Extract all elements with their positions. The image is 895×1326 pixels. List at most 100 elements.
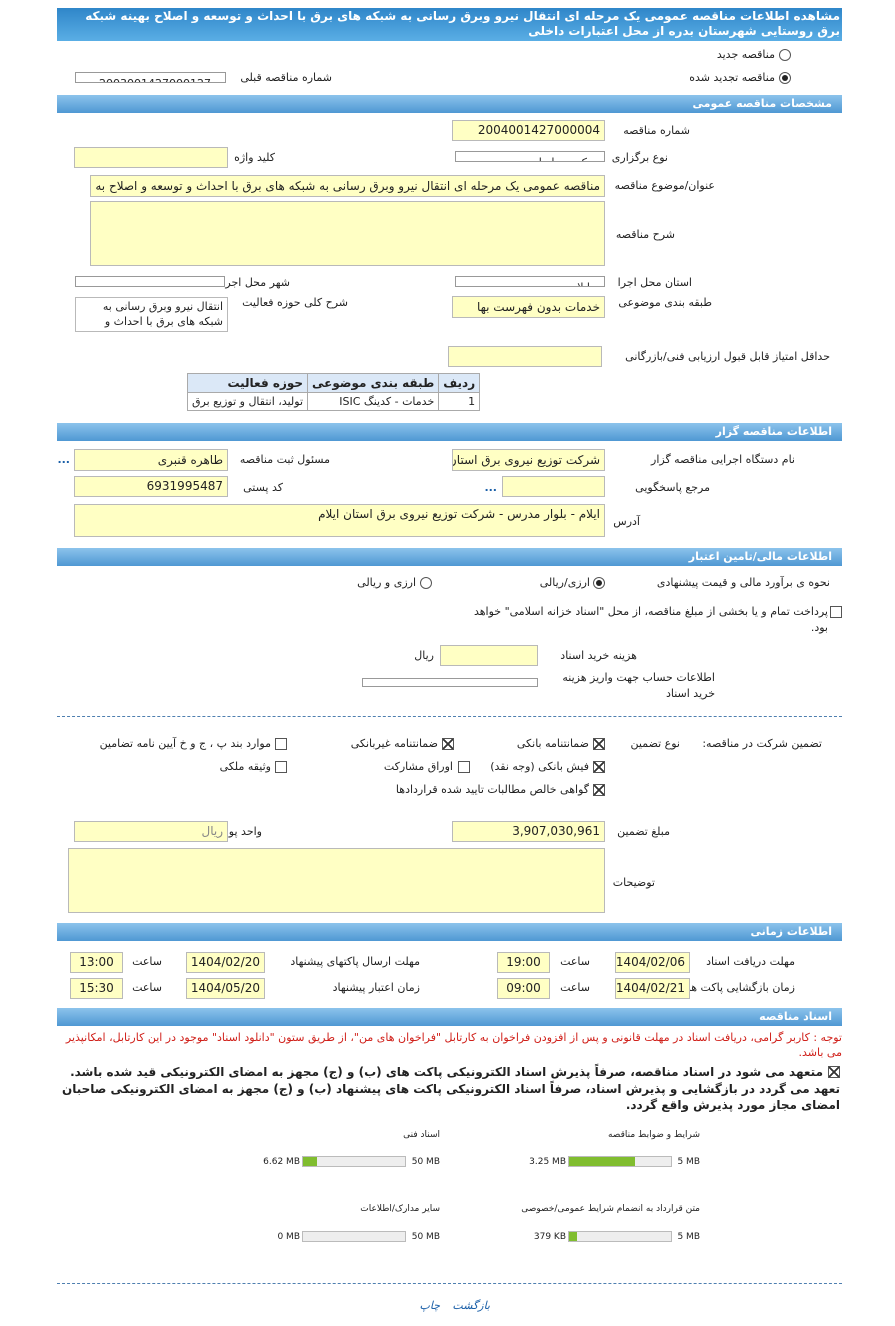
checkbox-label: پرداخت تمام و یا بخشی از مبلغ مناقصه، از… bbox=[473, 605, 828, 634]
time-box: 09:00 bbox=[497, 978, 550, 999]
input-box bbox=[74, 147, 228, 168]
storage-max: 50 MB bbox=[411, 1232, 440, 1242]
storage-used: 6.62 MB bbox=[263, 1157, 300, 1167]
table-header: حوزه فعالیت bbox=[186, 373, 309, 393]
print-link[interactable]: چاپ bbox=[419, 1299, 440, 1312]
storage-title: شرایط و ضوابط مناقصه bbox=[607, 1130, 700, 1140]
time-label: ساعت bbox=[560, 981, 590, 994]
radio[interactable] bbox=[779, 49, 791, 61]
checkbox-label: وثیقه ملکی bbox=[219, 760, 271, 773]
table-cell: خدمات - کدینگ ISIC bbox=[307, 392, 440, 411]
input-box: 2004001427000004 bbox=[452, 120, 605, 141]
input-box: طاهره قنبری bbox=[74, 449, 228, 471]
field-label: اطلاعات حساب جهت واریز هزینه خرید اسناد bbox=[562, 671, 715, 700]
checkbox[interactable] bbox=[828, 1066, 840, 1078]
table-header: ردیف bbox=[438, 373, 481, 393]
storage-fill bbox=[303, 1157, 317, 1166]
time-box: 19:00 bbox=[497, 952, 550, 973]
pledge: تعهد می گردد در بازگشایی و پذیرش اسناد، … bbox=[61, 1082, 840, 1112]
radio-label: مناقصه تجدید شده bbox=[689, 71, 775, 84]
field-label: نحوه ی برآورد مالی و قیمت پیشنهادی bbox=[656, 576, 830, 589]
time-label: ساعت bbox=[132, 955, 162, 968]
storage-bar bbox=[568, 1231, 672, 1242]
field-label: زمان بازگشایی پاکت ها bbox=[687, 981, 795, 994]
input-box: مناقصه عمومی یک مرحله ای انتقال نیرو وبر… bbox=[90, 175, 605, 197]
checkbox-label: ضمانتنامه غیربانکی bbox=[350, 737, 438, 750]
section-header: اطلاعات زمانی bbox=[57, 923, 842, 941]
select-box: ایلام bbox=[455, 276, 605, 287]
checkbox-label: ضمانتنامه بانکی bbox=[516, 737, 589, 750]
storage-title: اسناد فنی bbox=[403, 1130, 440, 1140]
input-box: شرکت توزیع نیروی برق استان bbox=[452, 449, 605, 471]
category-table: ردیف طبقه بندی موضوعی حوزه فعالیت 1 خدمات - … bbox=[186, 373, 481, 411]
field-label: کد پستی bbox=[243, 481, 283, 494]
field-label: توضیحات bbox=[612, 876, 655, 889]
checkbox[interactable] bbox=[593, 761, 605, 773]
radio[interactable] bbox=[779, 72, 791, 84]
field-label: شرح کلی حوزه فعالیت bbox=[242, 296, 348, 309]
date-box: 1404/05/20 bbox=[186, 978, 265, 999]
field-label: شهر محل اجرا bbox=[222, 276, 290, 289]
field-label: شرح مناقصه bbox=[615, 228, 675, 241]
checkbox[interactable] bbox=[593, 738, 605, 750]
field-label: مبلغ تضمین bbox=[617, 825, 670, 838]
input-box bbox=[448, 346, 602, 367]
storage-max: 5 MB bbox=[677, 1232, 700, 1242]
checkbox[interactable] bbox=[275, 738, 287, 750]
section-header: اسناد مناقصه bbox=[57, 1008, 842, 1026]
storage-fill bbox=[569, 1157, 636, 1166]
field-label: آدرس bbox=[613, 515, 640, 528]
date-box: 1404/02/21 bbox=[615, 978, 690, 999]
field-label: زمان اعتبار پیشنهاد bbox=[332, 981, 420, 994]
field-label: مرجع پاسخگویی bbox=[635, 481, 710, 494]
checkbox[interactable] bbox=[830, 606, 842, 618]
time-box: 15:30 bbox=[70, 978, 123, 999]
storage-used: 379 KB bbox=[533, 1232, 566, 1242]
field-label: شماره مناقصه قبلی bbox=[240, 71, 332, 84]
radio-label: مناقصه جدید bbox=[716, 48, 775, 61]
checkbox-label: فیش بانکی (وجه نقد) bbox=[490, 760, 589, 773]
input-box bbox=[440, 645, 538, 666]
checkbox-label: اوراق مشارکت bbox=[383, 760, 453, 773]
textarea bbox=[68, 848, 605, 913]
section-header: اطلاعات مناقصه گزار bbox=[57, 423, 842, 441]
storage-used: 3.25 MB bbox=[529, 1157, 566, 1167]
field-label: طبقه بندی موضوعی bbox=[618, 296, 712, 309]
select-box: یک مرحله ای bbox=[455, 151, 605, 162]
field-label: مهلت ارسال پاکتهای پیشنهاد bbox=[290, 955, 420, 968]
time-box: 13:00 bbox=[70, 952, 123, 973]
section-header: مشخصات مناقصه عمومی bbox=[57, 95, 842, 113]
checkbox[interactable] bbox=[593, 784, 605, 796]
checkbox[interactable] bbox=[458, 761, 470, 773]
table-cell: 1 bbox=[438, 392, 481, 411]
field-label: شماره مناقصه bbox=[623, 124, 690, 137]
radio[interactable] bbox=[593, 577, 605, 589]
storage-used: 0 MB bbox=[277, 1232, 300, 1242]
radio[interactable] bbox=[420, 577, 432, 589]
storage-title: متن قرارداد به انضمام شرایط عمومی/خصوصی bbox=[521, 1204, 700, 1214]
storage-max: 50 MB bbox=[411, 1157, 440, 1167]
field-label: واحد پول bbox=[220, 825, 262, 838]
input-box: 3,907,030,961 bbox=[452, 821, 605, 842]
storage-title: سایر مدارک/اطلاعات bbox=[360, 1204, 440, 1214]
field-label: مهلت دریافت اسناد bbox=[706, 955, 795, 968]
textarea: انتقال نیرو وبرق رسانی به شبکه های برق ب… bbox=[75, 297, 228, 332]
separator bbox=[57, 716, 842, 717]
date-box: 1404/02/20 bbox=[186, 952, 265, 973]
date-box: 1404/02/06 bbox=[615, 952, 690, 973]
more-link: ... bbox=[484, 481, 497, 494]
commitment: متعهد می شود در اسناد مناقصه، صرفاً پذیر… bbox=[70, 1065, 823, 1079]
checkbox-label: موارد بند پ ، ج و خ آیین نامه تضامین bbox=[99, 737, 271, 750]
back-link[interactable]: بازگشت bbox=[452, 1299, 490, 1312]
checkbox[interactable] bbox=[275, 761, 287, 773]
storage-bar bbox=[302, 1156, 406, 1167]
input-box bbox=[502, 476, 605, 497]
radio-label: ارزی/ریالی bbox=[539, 576, 590, 589]
storage-bar bbox=[568, 1156, 672, 1167]
unit-label: ریال bbox=[414, 649, 434, 662]
table-cell: تولید، انتقال و توزیع برق bbox=[186, 392, 309, 411]
field-label: نوع برگزاری bbox=[611, 151, 668, 164]
checkbox[interactable] bbox=[442, 738, 454, 750]
